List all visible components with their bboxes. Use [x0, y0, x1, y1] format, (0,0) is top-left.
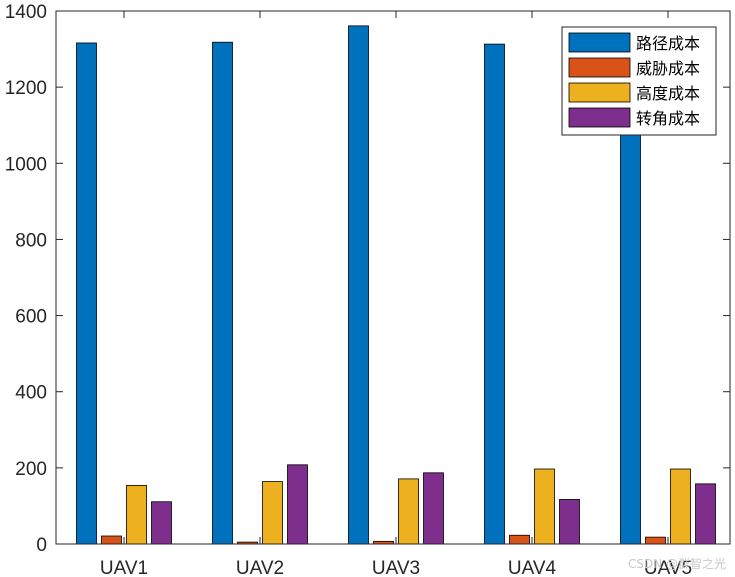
y-axis: 0 200 400 600 800 1000 1200 1400: [5, 2, 730, 556]
y-tick-label: 1200: [5, 78, 47, 99]
y-tick-label: 0: [36, 535, 47, 556]
legend-label-3: 高度成本: [636, 84, 700, 103]
bar-uav5-series-1: [620, 130, 641, 545]
legend-swatch-3: [568, 82, 631, 103]
y-tick-label: 200: [15, 459, 47, 480]
x-axis: UAV1 UAV2 UAV3 UAV4 UAV5: [100, 11, 692, 577]
bar-uav3-series-3: [398, 478, 419, 545]
bar-uav2-series-4: [287, 464, 308, 545]
bar-uav4-series-4: [559, 499, 580, 545]
bar-uav4-series-2: [509, 534, 530, 545]
y-tick-label: 400: [15, 383, 47, 404]
x-tick-label: UAV3: [372, 558, 420, 577]
y-tick-label: 1400: [5, 2, 47, 23]
watermark-text: CSDN @群智之光: [628, 556, 726, 571]
bar-uav3-series-1: [348, 25, 369, 545]
y-tick-label: 1000: [5, 154, 47, 175]
bar-uav4-series-3: [534, 468, 555, 545]
bar-uav1-series-4: [151, 501, 172, 545]
bar-uav1-series-1: [76, 42, 97, 545]
bar-uav1-series-3: [126, 484, 147, 545]
bar-uav2-series-1: [212, 41, 233, 545]
legend-swatch-2: [568, 57, 631, 78]
bar-uav2-series-3: [262, 481, 283, 545]
axes-box: [55, 10, 731, 545]
legend-label-4: 转角成本: [636, 109, 700, 128]
bar-uav5-series-4: [695, 483, 716, 545]
x-tick-label: UAV4: [508, 558, 557, 577]
legend-swatch-1: [568, 32, 631, 53]
legend-swatch-4: [568, 107, 631, 128]
x-tick-label: UAV2: [236, 558, 284, 577]
bars-group: [76, 25, 716, 545]
bar-uav1-series-2: [101, 535, 122, 545]
legend-label-1: 路径成本: [636, 34, 700, 53]
y-tick-label: 600: [15, 307, 47, 328]
bar-uav5-series-2: [645, 536, 666, 545]
x-tick-label: UAV5: [644, 558, 692, 577]
bar-uav4-series-1: [484, 43, 505, 545]
bar-uav5-series-3: [670, 468, 691, 545]
y-tick-label: 800: [15, 230, 47, 251]
x-tick-label: UAV1: [100, 558, 148, 577]
bar-uav3-series-4: [423, 472, 444, 545]
legend-label-2: 威胁成本: [636, 59, 700, 78]
